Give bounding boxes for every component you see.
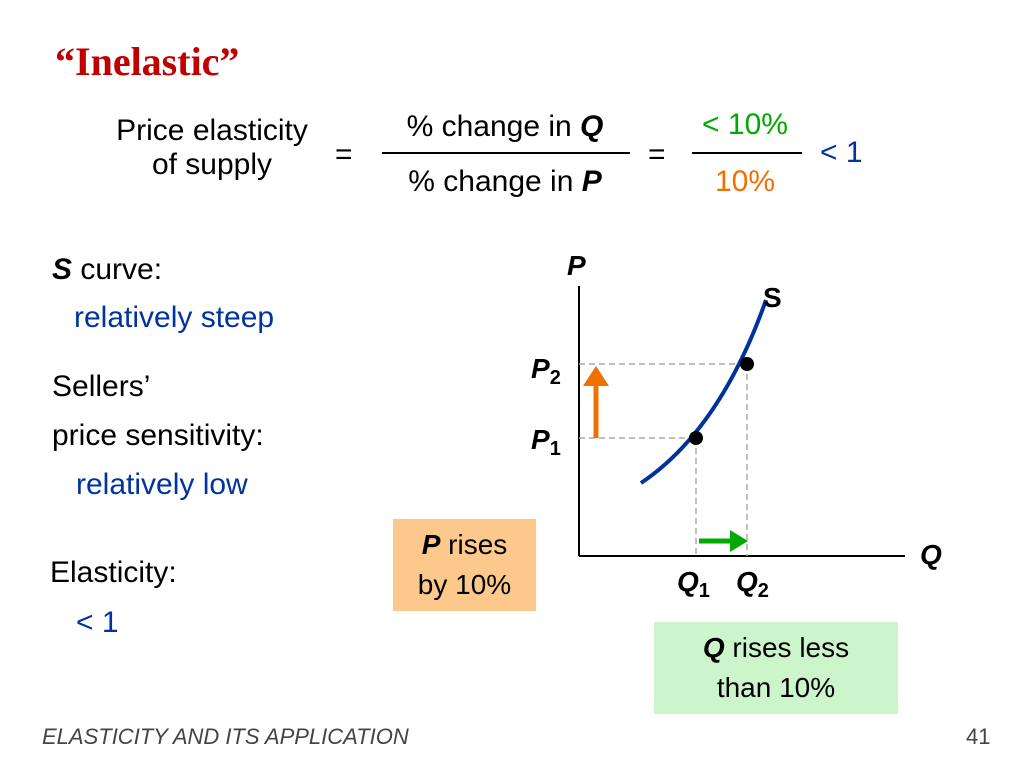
formula-lhs-line1: Price elasticity xyxy=(116,114,308,147)
elasticity-label: Elasticity: xyxy=(50,556,177,589)
formula-equals-2: = xyxy=(648,138,666,171)
p1-label: P1 xyxy=(531,424,561,460)
formula-denominator: % change in P xyxy=(380,165,630,199)
slide-title: “Inelastic” xyxy=(55,39,240,84)
x-axis-label: Q xyxy=(920,539,942,570)
s-curve-label: S curve: xyxy=(52,253,162,287)
sellers-line2: price sensitivity: xyxy=(52,419,264,452)
q-rises-line1: Q rises less xyxy=(654,628,898,668)
q-rises-line2: than 10% xyxy=(716,672,836,703)
q-rises-box: Q rises less than 10% xyxy=(654,622,898,714)
denominator-var: P xyxy=(581,165,602,198)
q1-label: Q1 xyxy=(677,566,710,602)
quantity-arrow-icon xyxy=(730,530,748,552)
fraction-line-1 xyxy=(382,152,630,154)
denominator-prefix: % change in xyxy=(408,165,582,198)
footer-chapter: ELASTICITY AND ITS APPLICATION xyxy=(42,724,409,749)
numerator-prefix: % change in xyxy=(406,110,581,143)
formula-lhs-line2: of supply xyxy=(151,148,273,181)
p-rises-rest: rises xyxy=(440,529,508,560)
p-rises-line2: by 10% xyxy=(417,569,512,600)
p-rises-box: P rises by 10% xyxy=(393,519,536,611)
p-rises-var: P xyxy=(421,529,441,560)
p2-label: P2 xyxy=(531,353,561,389)
p-rises-line1: P rises xyxy=(393,525,536,565)
q-rises-rest: rises less xyxy=(724,632,850,663)
formula-result: < 1 xyxy=(820,136,863,169)
q2-label: Q2 xyxy=(736,566,769,602)
formula-den-value: 10% xyxy=(714,165,776,198)
supply-curve xyxy=(639,299,768,485)
y-axis-label: P xyxy=(567,250,586,281)
formula-num-value: < 10% xyxy=(702,108,788,141)
formula-numerator: % change in Q xyxy=(380,110,630,144)
fraction-line-2 xyxy=(692,152,802,154)
footer-page-number: 41 xyxy=(966,724,991,749)
s-curve-description: relatively steep xyxy=(74,301,275,334)
point-1 xyxy=(689,431,703,445)
sensitivity-description: relatively low xyxy=(76,468,248,501)
sellers-line1: Sellers’ xyxy=(52,370,151,403)
s-curve-suffix: curve: xyxy=(72,253,163,286)
point-2 xyxy=(740,357,754,371)
q-rises-var: Q xyxy=(702,632,725,663)
s-curve-var: S xyxy=(52,253,73,286)
curve-label: S xyxy=(763,282,782,313)
formula-lhs: Price elasticity of supply xyxy=(96,114,328,182)
numerator-var: Q xyxy=(580,110,604,143)
price-arrow-icon xyxy=(583,366,609,386)
formula-equals-1: = xyxy=(335,138,353,171)
elasticity-value: < 1 xyxy=(76,606,119,639)
